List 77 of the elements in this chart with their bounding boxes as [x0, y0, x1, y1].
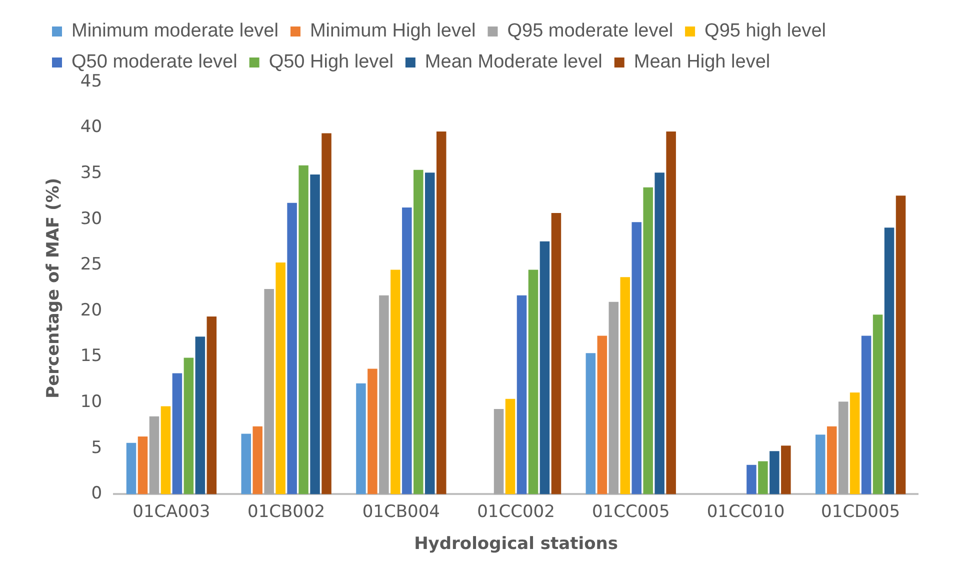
- bar: [195, 336, 206, 494]
- bar: [138, 436, 148, 494]
- bar: [436, 131, 446, 494]
- y-tick-label: 25: [80, 254, 102, 275]
- bar: [540, 241, 550, 494]
- bar: [264, 289, 274, 494]
- legend-label: Mean High level: [634, 52, 770, 73]
- bar: [654, 172, 664, 494]
- bar: [402, 207, 412, 494]
- bar: [390, 270, 400, 494]
- x-tick-label: 01CA003: [132, 502, 210, 522]
- bar: [758, 461, 768, 494]
- bar: [586, 353, 596, 494]
- bar: [298, 165, 308, 494]
- x-tick-label: 01CB004: [362, 502, 440, 522]
- bar: [310, 174, 320, 494]
- bar: [884, 228, 894, 494]
- y-tick-label: 0: [91, 484, 102, 504]
- bar: [861, 336, 872, 494]
- bar: [666, 131, 676, 494]
- y-axis-title: Percentage of MAF (%): [44, 178, 64, 398]
- y-tick-label: 35: [80, 163, 102, 184]
- bar: [494, 409, 504, 494]
- x-tick-label: 01CD005: [821, 502, 900, 522]
- bar: [608, 302, 619, 494]
- bar: [379, 295, 389, 494]
- bar: [356, 383, 366, 494]
- y-tick-label: 15: [80, 346, 102, 366]
- bar: [184, 358, 194, 494]
- bar: [206, 316, 217, 494]
- bar: [126, 442, 136, 494]
- bar: [252, 426, 262, 494]
- x-tick-label: 01CC010: [706, 502, 785, 522]
- bar: [838, 402, 848, 494]
- x-tick-label: 01CB002: [248, 502, 326, 522]
- bar: [620, 277, 630, 494]
- legend-label: Q50 moderate level: [72, 52, 238, 73]
- bar: [872, 314, 883, 494]
- y-tick-label: 30: [80, 208, 102, 229]
- bar: [424, 172, 435, 494]
- legend-label: Mean Moderate level: [424, 52, 602, 73]
- bar: [368, 368, 378, 494]
- bar: [551, 212, 562, 494]
- legend-label: Q50 High level: [268, 52, 394, 73]
- legend-label: Q95 moderate level: [507, 20, 674, 42]
- y-tick-label: 10: [80, 392, 102, 412]
- bar: [826, 426, 837, 494]
- bar: [632, 222, 642, 494]
- bar: [160, 406, 171, 494]
- bar: [414, 170, 424, 494]
- bar: [505, 398, 516, 494]
- legend-label: Minimum High level: [310, 20, 476, 42]
- bar: [322, 133, 332, 494]
- legend-label: Q95 high level: [704, 20, 826, 42]
- y-tick-label: 20: [80, 300, 102, 320]
- bar: [528, 270, 538, 494]
- bar: [643, 187, 653, 494]
- y-tick-label: 45: [80, 71, 102, 92]
- legend-label: Minimum moderate level: [72, 20, 278, 42]
- bar: [241, 434, 251, 494]
- bar: [781, 446, 791, 494]
- x-tick-label: 01CC005: [592, 502, 670, 522]
- y-tick-label: 5: [91, 438, 102, 458]
- bar: [276, 262, 286, 494]
- bar: [597, 336, 608, 494]
- bar: [149, 416, 160, 494]
- bar: [172, 373, 182, 494]
- x-axis-title: Hydrological stations: [414, 534, 618, 554]
- bar: [516, 295, 527, 494]
- bar: [815, 434, 826, 494]
- x-tick-label: 01CC002: [477, 502, 555, 522]
- bar: [746, 464, 756, 494]
- bar: [287, 202, 297, 494]
- bar: [896, 196, 906, 494]
- bar: [770, 451, 780, 494]
- y-tick-label: 40: [80, 117, 102, 138]
- bar: [850, 392, 860, 494]
